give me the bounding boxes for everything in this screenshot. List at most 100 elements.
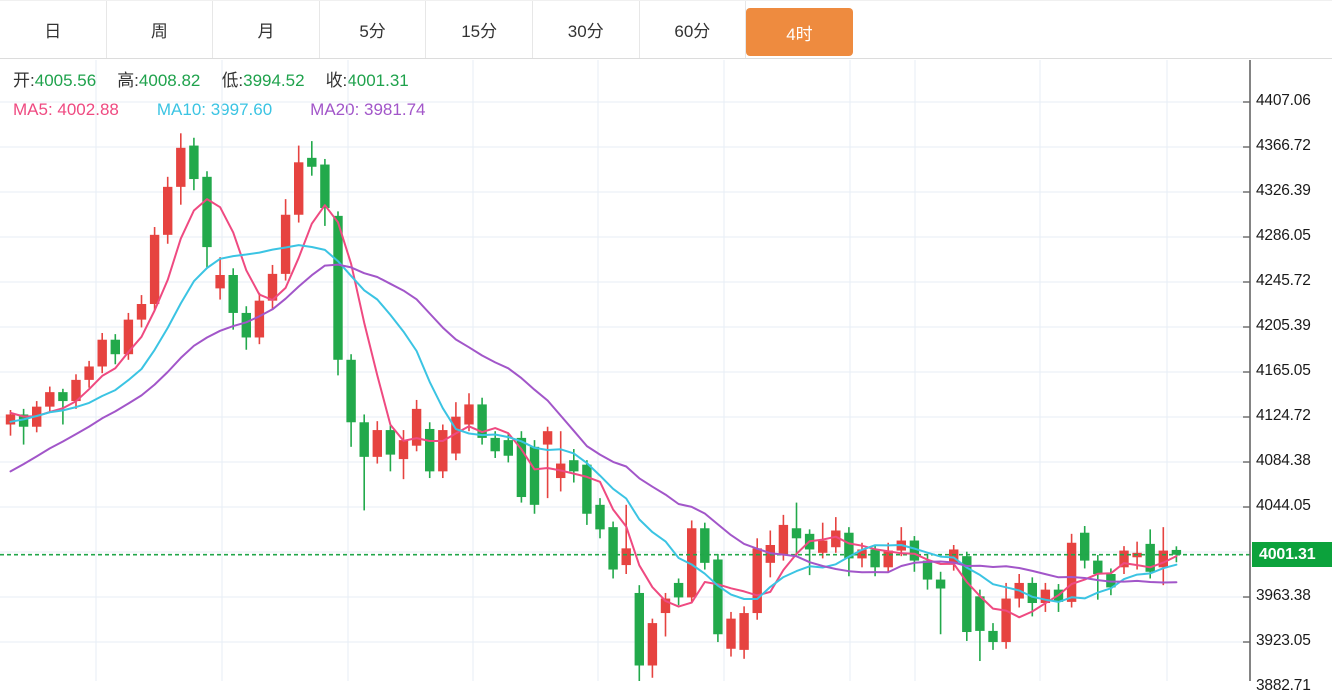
- candle-body-up: [687, 528, 697, 598]
- candle-body-down: [1145, 543, 1155, 572]
- candle-body-down: [608, 527, 618, 570]
- candle-body-down: [1080, 532, 1090, 561]
- y-axis-label: 4326.39: [1256, 181, 1311, 199]
- candle-body-down: [700, 528, 710, 563]
- tab-30min[interactable]: 30分: [533, 1, 640, 58]
- tab-60min[interactable]: 60分: [640, 1, 747, 58]
- y-axis-label: 4286.05: [1256, 227, 1311, 244]
- candle-body-up: [883, 550, 893, 568]
- candle-body-up: [84, 366, 94, 380]
- candle-body-down: [490, 437, 500, 452]
- candle-body-up: [438, 430, 448, 472]
- candle-body-down: [320, 164, 330, 209]
- candle-body-down: [307, 157, 317, 167]
- candle-body-down: [975, 596, 985, 631]
- candle-body-down: [634, 592, 644, 666]
- candle-body-down: [503, 440, 513, 456]
- candle-body-up: [398, 440, 409, 460]
- candle-body-down: [569, 460, 579, 472]
- candle-body-up: [1040, 589, 1051, 604]
- candle-body-down: [673, 582, 684, 598]
- candle-body-up: [647, 623, 658, 666]
- candle-body-down: [202, 176, 212, 248]
- candle-body-down: [333, 215, 343, 360]
- candle-body-down: [1171, 549, 1182, 555]
- candle-body-down: [909, 540, 920, 561]
- candle-body-down: [582, 464, 592, 514]
- tab-month[interactable]: 月: [213, 1, 320, 58]
- candle-body-up: [254, 300, 265, 338]
- candle-body-up: [45, 392, 55, 407]
- candle-body-down: [988, 630, 998, 643]
- y-axis-label: 3882.71: [1256, 677, 1311, 694]
- candle-body-down: [189, 145, 199, 180]
- y-axis-label: 4165.05: [1256, 362, 1311, 379]
- candle-body-up: [542, 431, 553, 445]
- candle-body-down: [844, 532, 854, 559]
- current-price-badge: 4001.31: [1252, 542, 1332, 568]
- candle-body-down: [529, 446, 540, 505]
- candlestick-chart[interactable]: [0, 60, 1332, 681]
- candle-body-up: [1119, 550, 1129, 568]
- candle-body-down: [477, 404, 487, 438]
- y-axis-label: 3923.05: [1256, 632, 1311, 649]
- ma20-line: [9, 263, 1178, 584]
- candle-body-up: [752, 548, 762, 614]
- tab-day[interactable]: 日: [0, 1, 107, 58]
- candle-body-up: [818, 540, 828, 553]
- ma10-readout: MA10: 3997.60: [156, 100, 273, 119]
- ma5-line: [9, 198, 1178, 619]
- candle-body-up: [621, 548, 631, 566]
- y-axis-label: 4084.38: [1256, 452, 1311, 469]
- tab-week[interactable]: 周: [107, 1, 214, 58]
- candle-body-down: [1093, 560, 1103, 575]
- candle-body-down: [870, 549, 880, 568]
- candle-body-up: [1001, 598, 1011, 643]
- y-axis-label: 4366.72: [1256, 137, 1311, 154]
- candle-body-down: [110, 339, 120, 355]
- timeframe-tabbar: 日周月 5分 15分 30分 60分 4时: [0, 0, 1332, 59]
- candle-body-down: [241, 312, 251, 338]
- candle-body-down: [359, 422, 369, 457]
- close-readout: 收:4001.31: [325, 71, 409, 90]
- candle-body-down: [228, 274, 238, 313]
- candle-body-up: [372, 430, 382, 457]
- candle-body-up: [294, 162, 304, 215]
- candle-body-down: [595, 504, 605, 530]
- candle-body-up: [136, 304, 147, 320]
- candle-body-up: [280, 214, 291, 274]
- ma20-readout: MA20: 3981.74: [310, 100, 426, 119]
- tab-5min[interactable]: 5分: [320, 1, 427, 58]
- high-readout: 高:4008.82: [117, 71, 201, 90]
- candle-body-down: [713, 559, 723, 635]
- candle-body-up: [5, 414, 16, 425]
- candle-body-down: [922, 560, 933, 580]
- y-axis-label: 3963.38: [1256, 587, 1311, 604]
- ohlc-legend: 开:4005.56 高:4008.82 低:3994.52 收:4001.31: [13, 70, 430, 92]
- tab-4hour[interactable]: 4时: [746, 8, 853, 56]
- candle-body-up: [778, 524, 789, 556]
- candle-body-up: [97, 339, 107, 367]
- candle-body-down: [425, 428, 435, 472]
- candle-body-up: [831, 530, 841, 548]
- tab-15min[interactable]: 15分: [426, 1, 533, 58]
- candle-body-down: [58, 392, 68, 402]
- candle-body-up: [660, 598, 671, 614]
- y-axis-label: 4124.72: [1256, 407, 1311, 424]
- candle-body-down: [791, 528, 802, 539]
- candle-body-down: [346, 359, 356, 423]
- ma-legend: MA5: 4002.88 MA10: 3997.60 MA20: 3981.74: [13, 99, 463, 121]
- candle-body-down: [962, 556, 972, 633]
- candle-body-up: [149, 234, 160, 305]
- candle-body-up: [464, 404, 474, 425]
- candle-body-down: [1027, 582, 1037, 604]
- low-readout: 低:3994.52: [221, 71, 305, 90]
- candle-body-up: [176, 147, 186, 187]
- candle-body-up: [71, 379, 81, 402]
- candle-body-up: [215, 274, 225, 289]
- candle-body-down: [516, 437, 527, 498]
- candle-body-up: [726, 618, 736, 649]
- candle-body-up: [267, 273, 278, 301]
- candle-body-up: [163, 186, 173, 235]
- candle-body-down: [18, 414, 29, 427]
